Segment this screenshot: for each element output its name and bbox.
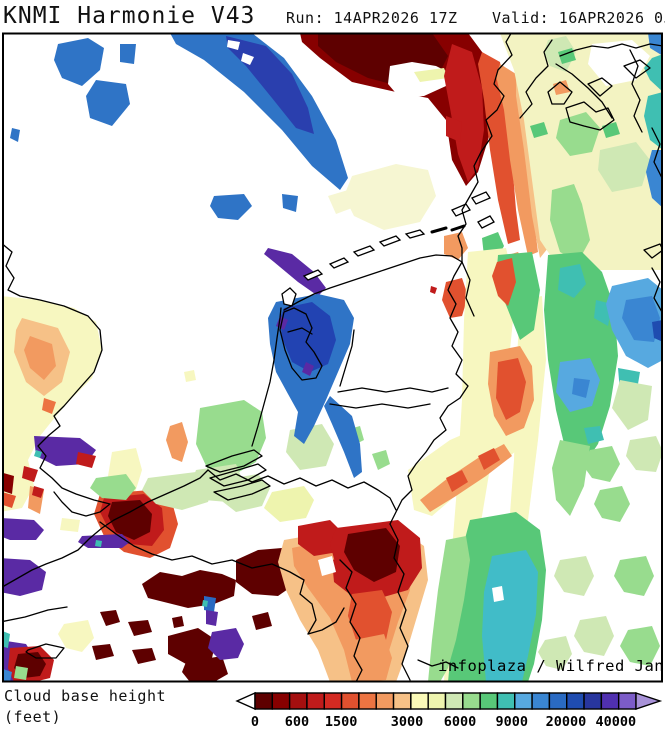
svg-text:0: 0 bbox=[251, 714, 259, 730]
svg-text:40000: 40000 bbox=[595, 714, 636, 730]
map-border bbox=[2, 32, 663, 683]
svg-text:20000: 20000 bbox=[546, 714, 587, 730]
svg-text:3000: 3000 bbox=[391, 714, 424, 730]
attribution: infoplaza / Wilfred Janssen bbox=[438, 657, 665, 675]
page-title: KNMI Harmonie V43 bbox=[3, 3, 256, 29]
legend-unit: (feet) bbox=[4, 708, 62, 726]
legend-colorbar: 0 600 1500 3000 6000 9000 20000 40000 bbox=[235, 691, 663, 730]
coastlines-and-borders bbox=[3, 34, 662, 681]
legend-title: Cloud base height bbox=[4, 687, 167, 705]
svg-text:1500: 1500 bbox=[325, 714, 358, 730]
svg-text:6000: 6000 bbox=[444, 714, 477, 730]
valid-label: Valid: 16APR2026 05Z bbox=[492, 9, 665, 27]
cloud-base-regions bbox=[3, 34, 662, 681]
svg-text:9000: 9000 bbox=[496, 714, 529, 730]
run-label: Run: 14APR2026 17Z bbox=[286, 9, 458, 27]
svg-text:600: 600 bbox=[285, 714, 309, 730]
